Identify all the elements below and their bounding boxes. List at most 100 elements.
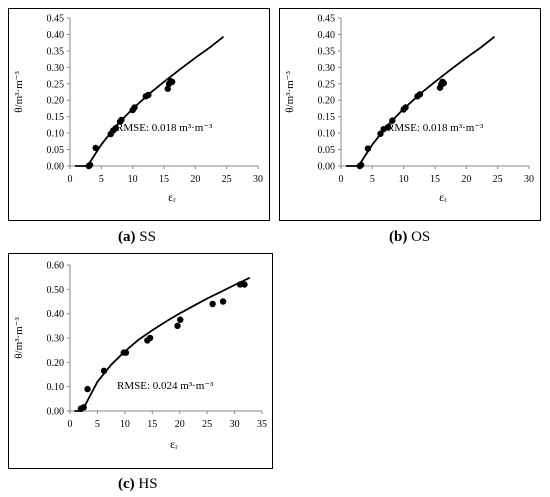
x-tick-label: 35 bbox=[257, 419, 267, 430]
x-tick-label: 25 bbox=[202, 419, 212, 430]
data-point bbox=[236, 281, 244, 288]
data-point bbox=[168, 78, 176, 86]
y-tick-label: 0.60 bbox=[47, 261, 65, 272]
chart-panel-os: 0.00 0.05 0.10 0.15 0.20 0.25 0.30 0.35 0.40 0.45… bbox=[279, 8, 541, 221]
rmse-annotation: RMSE: 0.018 m³·m⁻³ bbox=[116, 122, 213, 134]
y-tick-label: 0.30 bbox=[47, 334, 65, 345]
x-tick-label: 15 bbox=[430, 174, 440, 185]
data-point bbox=[164, 85, 171, 92]
data-point bbox=[145, 91, 152, 99]
caption-os: (b) OS bbox=[389, 229, 430, 246]
y-tick-label: 0.40 bbox=[47, 30, 65, 41]
data-point bbox=[402, 104, 409, 111]
data-point bbox=[84, 385, 91, 393]
y-tick-label: 0.10 bbox=[47, 129, 65, 140]
data-point bbox=[440, 79, 447, 87]
y-tick-label: 0.10 bbox=[47, 382, 65, 393]
data-point bbox=[118, 116, 125, 124]
data-point bbox=[416, 91, 424, 98]
chart-frame bbox=[8, 253, 273, 469]
y-tick-label: 0.40 bbox=[318, 30, 336, 41]
x-axis-label: εᵣ bbox=[439, 190, 447, 204]
caption-ss-text: SS bbox=[139, 229, 156, 245]
x-tick-label: 10 bbox=[128, 174, 138, 185]
y-tick-label: 0.10 bbox=[318, 129, 336, 140]
data-point bbox=[384, 123, 392, 131]
y-tick-label: 0.05 bbox=[47, 145, 65, 156]
y-tick-label: 0.30 bbox=[47, 63, 65, 74]
y-tick-label: 0.45 bbox=[47, 14, 65, 25]
x-axis-label: εᵣ bbox=[170, 437, 178, 451]
data-point bbox=[241, 281, 248, 288]
x-tick-label: 20 bbox=[175, 419, 185, 430]
y-tick-label: 0.15 bbox=[318, 112, 336, 123]
x-tick-label: 20 bbox=[190, 174, 200, 185]
data-point bbox=[177, 316, 184, 323]
chart-os: 0.00 0.05 0.10 0.15 0.20 0.25 0.30 0.35 0.40 0.45… bbox=[279, 8, 541, 221]
x-tick-label: 5 bbox=[95, 419, 100, 430]
y-tick-label: 0.00 bbox=[318, 162, 336, 173]
x-tick-label: 15 bbox=[147, 419, 157, 430]
y-tick-label: 0.20 bbox=[47, 358, 65, 369]
x-tick-label: 10 bbox=[399, 174, 409, 185]
x-tick-label: 25 bbox=[222, 174, 232, 185]
chart-panel-ss: 0.00 0.05 0.10 0.15 0.20 0.25 0.30 0.35 0.40 0.45… bbox=[8, 8, 270, 221]
fit-curve bbox=[74, 276, 251, 412]
caption-hs-text: HS bbox=[138, 476, 158, 492]
y-tick-label: 0.20 bbox=[318, 96, 336, 107]
y-tick-label: 0.00 bbox=[47, 162, 65, 173]
chart-frame bbox=[8, 8, 270, 221]
caption-hs: (c) HS bbox=[118, 476, 158, 493]
y-axis-label: θ/m³·m⁻³ bbox=[13, 317, 25, 359]
chart-ss: 0.00 0.05 0.10 0.15 0.20 0.25 0.30 0.35 0.40 0.45… bbox=[8, 8, 270, 221]
x-tick-label: 0 bbox=[68, 174, 73, 185]
caption-os-text: OS bbox=[411, 229, 431, 245]
data-point bbox=[100, 367, 108, 375]
y-tick-label: 0.25 bbox=[47, 79, 65, 90]
data-point bbox=[174, 322, 181, 330]
chart-panel-hs: 0.00 0.10 0.20 0.30 0.40 0.50 0.60 0 5 10 15 20 25 30… bbox=[8, 253, 273, 469]
x-tick-label: 5 bbox=[370, 174, 375, 185]
data-point bbox=[86, 161, 94, 169]
y-tick-label: 0.40 bbox=[47, 309, 65, 320]
data-point bbox=[92, 144, 99, 152]
data-point bbox=[364, 145, 372, 152]
data-point bbox=[112, 124, 119, 132]
data-point bbox=[146, 334, 154, 342]
y-tick-label: 0.05 bbox=[318, 145, 336, 156]
y-tick-label: 0.25 bbox=[318, 79, 336, 90]
data-point bbox=[209, 300, 216, 308]
x-tick-label: 25 bbox=[493, 174, 503, 185]
caption-hs-letter: (c) bbox=[118, 476, 135, 492]
data-point bbox=[131, 104, 138, 111]
rmse-annotation: RMSE: 0.018 m³·m⁻³ bbox=[387, 122, 484, 134]
x-axis-label: εᵣ bbox=[168, 190, 176, 204]
x-tick-label: 0 bbox=[68, 419, 73, 430]
x-tick-label: 5 bbox=[99, 174, 104, 185]
y-tick-label: 0.30 bbox=[318, 63, 336, 74]
data-point bbox=[122, 349, 130, 356]
data-point bbox=[377, 130, 384, 137]
y-tick-label: 0.20 bbox=[47, 96, 65, 107]
y-tick-label: 0.00 bbox=[47, 407, 65, 418]
y-tick-label: 0.35 bbox=[47, 46, 65, 57]
rmse-annotation: RMSE: 0.024 m³·m⁻³ bbox=[117, 380, 214, 392]
x-tick-label: 0 bbox=[339, 174, 344, 185]
x-tick-label: 15 bbox=[159, 174, 169, 185]
y-tick-label: 0.50 bbox=[47, 285, 65, 296]
data-point bbox=[219, 298, 227, 305]
caption-os-letter: (b) bbox=[389, 229, 408, 245]
caption-ss-letter: (a) bbox=[118, 229, 136, 245]
data-point bbox=[80, 404, 87, 411]
x-tick-label: 20 bbox=[461, 174, 471, 185]
y-tick-label: 0.35 bbox=[318, 46, 336, 57]
y-axis-label: θ/m³·m⁻³ bbox=[284, 71, 296, 113]
x-tick-label: 10 bbox=[120, 419, 130, 430]
y-tick-label: 0.45 bbox=[318, 14, 336, 25]
caption-ss: (a) SS bbox=[118, 229, 156, 246]
y-axis-label: θ/m³·m⁻³ bbox=[13, 71, 25, 113]
data-point bbox=[357, 161, 365, 169]
y-tick-label: 0.15 bbox=[47, 112, 65, 123]
data-point bbox=[389, 117, 396, 124]
chart-hs: 0.00 0.10 0.20 0.30 0.40 0.50 0.60 0 5 10 15 20 25 30… bbox=[8, 253, 273, 469]
